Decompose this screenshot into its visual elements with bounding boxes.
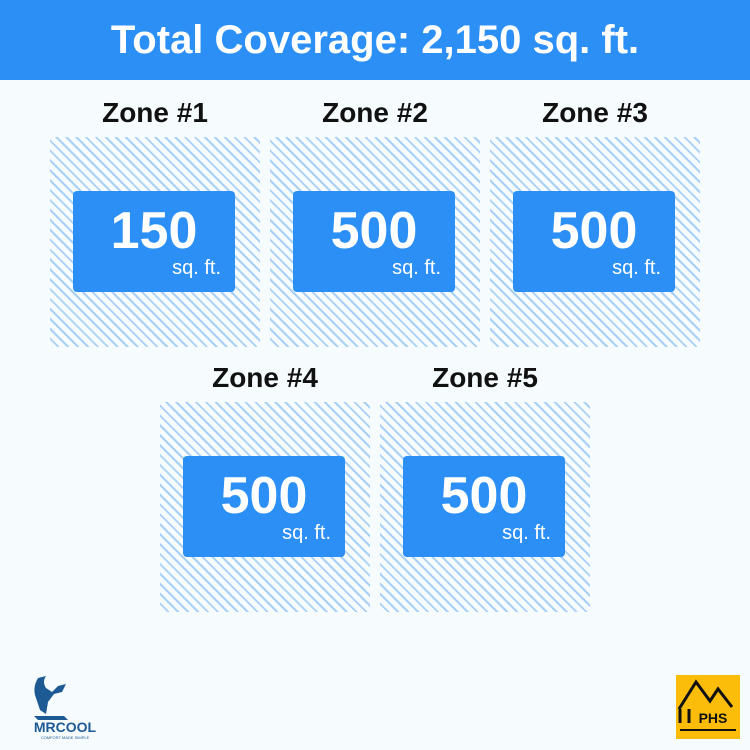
zone-unit: sq. ft.	[172, 257, 221, 279]
zone-value: 500	[550, 202, 638, 260]
mrcool-logo: MRCOOL COMFORT MADE SIMPLE	[10, 670, 120, 740]
zone-coverage-card: 500 sq. ft.	[403, 456, 565, 557]
zone-value: 500	[220, 467, 308, 525]
svg-text:PHS: PHS	[699, 710, 728, 726]
zone-unit: sq. ft.	[392, 257, 441, 279]
zone-coverage-card: 500 sq. ft.	[183, 456, 345, 557]
zone-coverage-card: 500 sq. ft.	[513, 191, 675, 292]
zone-value: 150	[110, 202, 198, 260]
zone-unit: sq. ft.	[612, 257, 661, 279]
zone-label: Zone #4	[212, 362, 318, 393]
zone-unit: sq. ft.	[502, 522, 551, 544]
zone-label: Zone #5	[432, 362, 538, 393]
svg-text:COMFORT MADE SIMPLE: COMFORT MADE SIMPLE	[41, 735, 90, 740]
phs-logo: PHS	[676, 675, 740, 739]
zone-label: Zone #2	[322, 97, 428, 128]
zone-value: 500	[330, 202, 418, 260]
zone-unit: sq. ft.	[282, 522, 331, 544]
zone-label: Zone #3	[542, 97, 648, 128]
zone-coverage-card: 150 sq. ft.	[73, 191, 235, 292]
zone-coverage-card: 500 sq. ft.	[293, 191, 455, 292]
page-title: Total Coverage: 2,150 sq. ft.	[0, 0, 750, 80]
zone-value: 500	[440, 467, 528, 525]
zone-label: Zone #1	[102, 97, 208, 128]
svg-text:MRCOOL: MRCOOL	[34, 719, 97, 735]
